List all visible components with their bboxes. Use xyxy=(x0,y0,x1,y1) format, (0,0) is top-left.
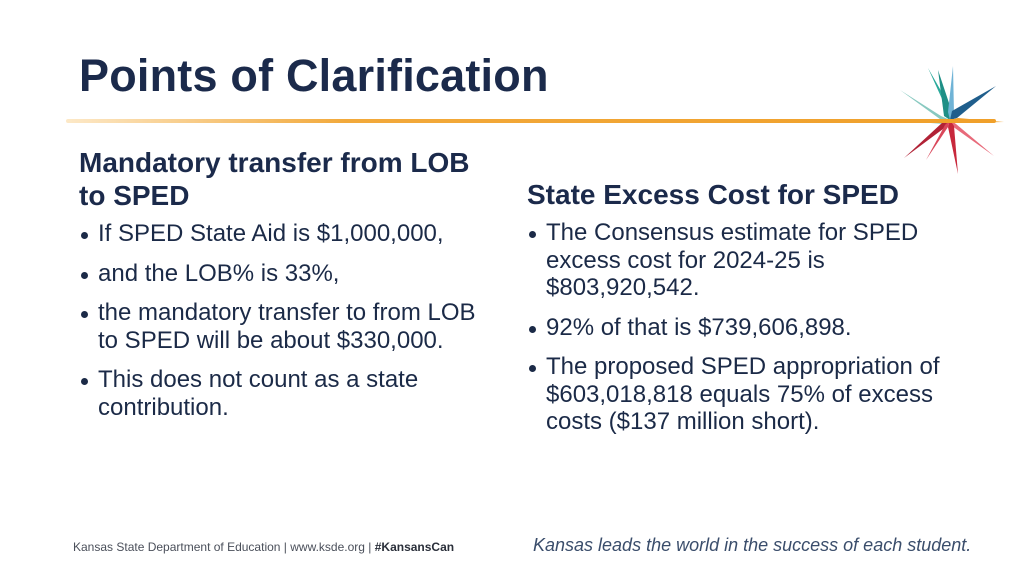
bullet-dot-icon xyxy=(81,232,88,239)
bullet-dot-icon xyxy=(81,378,88,385)
title-divider-rule xyxy=(66,119,996,123)
right-heading: State Excess Cost for SPED xyxy=(527,179,899,210)
left-bullet-list: If SPED State Aid is $1,000,000, and the… xyxy=(79,220,499,421)
list-item: 92% of that is $739,606,898. xyxy=(527,314,958,342)
list-item: The Consensus estimate for SPED excess c… xyxy=(527,219,958,302)
list-item: If SPED State Aid is $1,000,000, xyxy=(79,220,478,248)
footer-org-line: Kansas State Department of Education | w… xyxy=(73,540,454,554)
bullet-dot-icon xyxy=(81,311,88,318)
bullet-dot-icon xyxy=(529,365,536,372)
list-item: The proposed SPED appropriation of $603,… xyxy=(527,353,958,436)
page-title: Points of Clarification xyxy=(79,50,549,101)
bullet-dot-icon xyxy=(529,231,536,238)
ksde-star-logo-icon xyxy=(896,66,1004,174)
bullet-dot-icon xyxy=(81,271,88,279)
list-item: This does not count as a state contribut… xyxy=(79,366,478,421)
right-column: State Excess Cost for SPED The Consensus… xyxy=(527,178,947,448)
list-item: and the LOB% is 33%, xyxy=(79,260,478,288)
right-bullet-list: The Consensus estimate for SPED excess c… xyxy=(527,219,947,436)
footer-tagline: Kansas leads the world in the success of… xyxy=(533,535,972,555)
bullet-dot-icon xyxy=(529,325,536,333)
left-heading: Mandatory transfer from LOB to SPED xyxy=(79,147,470,211)
list-item: the mandatory transfer to from LOB to SP… xyxy=(79,299,478,354)
left-column: Mandatory transfer from LOB to SPED If S… xyxy=(79,146,499,433)
footer-org: Kansas State Department of Education | w… xyxy=(73,540,375,554)
footer-hashtag: #KansansCan xyxy=(374,540,455,554)
